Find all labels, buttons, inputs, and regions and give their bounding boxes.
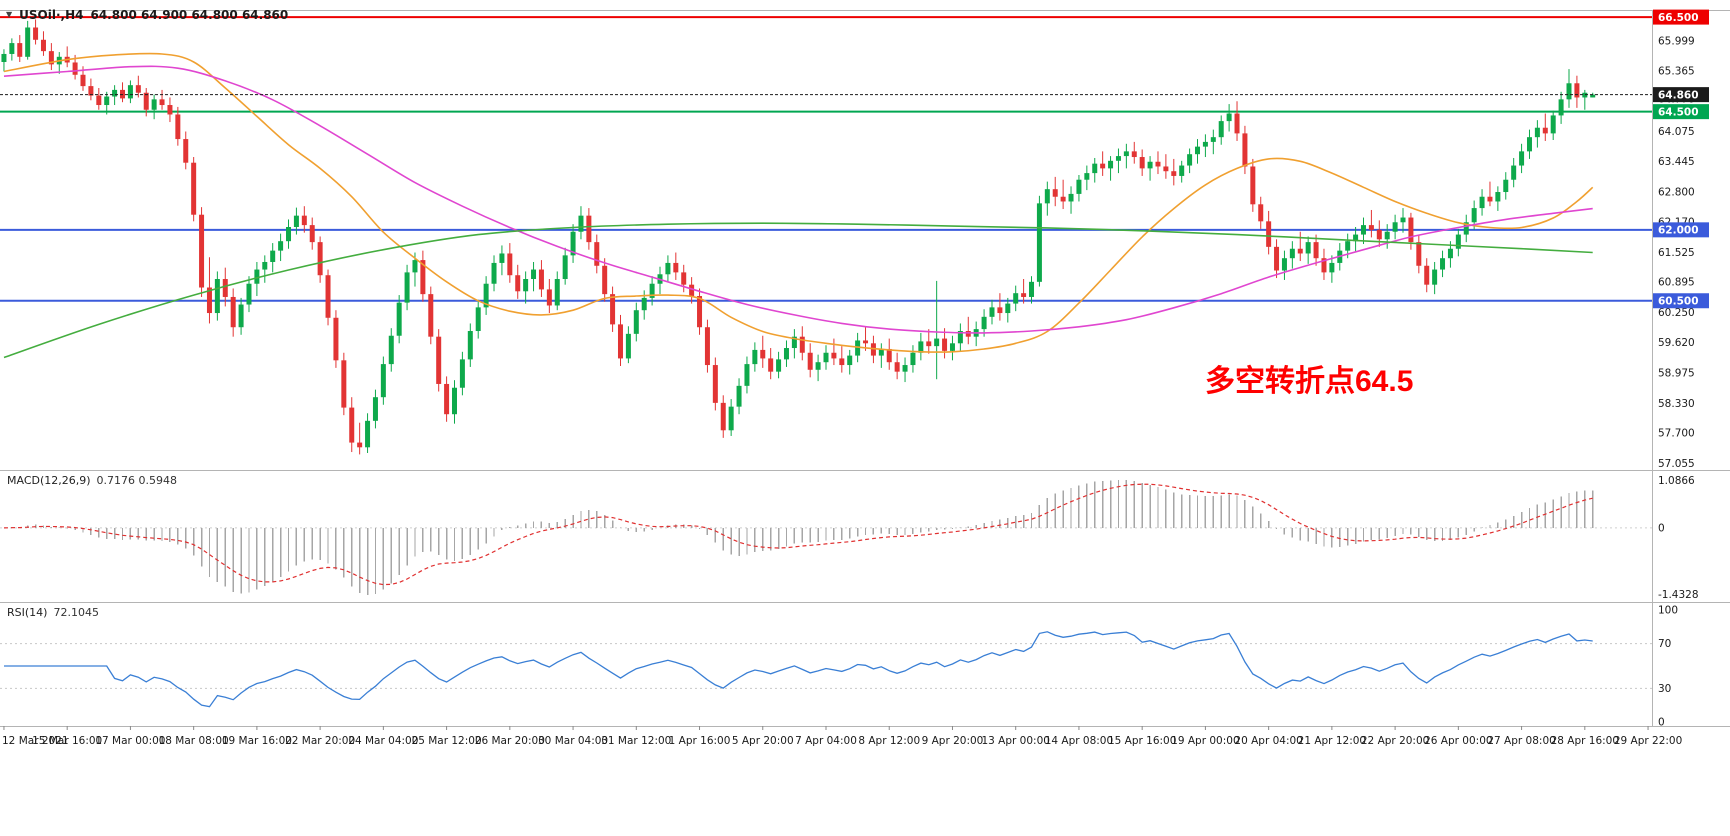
svg-text:31 Mar 12:00: 31 Mar 12:00 [601, 735, 671, 747]
svg-text:60.500: 60.500 [1658, 296, 1699, 308]
svg-text:65.999: 65.999 [1658, 35, 1695, 47]
svg-text:29 Apr 22:00: 29 Apr 22:00 [1614, 735, 1682, 747]
svg-text:22 Mar 20:00: 22 Mar 20:00 [285, 735, 355, 747]
macd-histogram [11, 480, 1594, 595]
svg-text:25 Mar 12:00: 25 Mar 12:00 [412, 735, 482, 747]
macd-indicator-label: MACD(12,26,9) 0.7176 0.5948 [7, 474, 177, 487]
svg-text:100: 100 [1658, 605, 1678, 617]
svg-text:27 Apr 08:00: 27 Apr 08:00 [1487, 735, 1555, 747]
svg-text:30 Mar 04:00: 30 Mar 04:00 [538, 735, 608, 747]
symbol-timeframe-label: USOil·,H4 [19, 8, 84, 22]
ma-fast-orange [3, 52, 1594, 353]
rsi-value: 72.1045 [53, 606, 99, 619]
macd-pane [0, 480, 1652, 595]
price-badges: 66.500 64.500 62.000 60.500 64.860 [1653, 9, 1709, 309]
svg-text:30: 30 [1658, 683, 1671, 695]
svg-text:12 Mar 2021: 12 Mar 2021 [2, 735, 69, 747]
svg-text:65.365: 65.365 [1658, 65, 1695, 77]
svg-text:14 Apr 08:00: 14 Apr 08:00 [1045, 735, 1113, 747]
svg-text:7 Apr 04:00: 7 Apr 04:00 [795, 735, 857, 747]
svg-text:26 Mar 20:00: 26 Mar 20:00 [475, 735, 545, 747]
svg-text:0: 0 [1658, 717, 1665, 729]
macd-name: MACD(12,26,9) [7, 474, 91, 487]
macd-values: 0.7176 0.5948 [96, 474, 178, 487]
macd-scale[interactable]: 1.0866 0 -1.4328 [1658, 475, 1699, 601]
rsi-name: RSI(14) [7, 606, 48, 619]
price-badge-62.000: 62.000 [1653, 222, 1709, 238]
svg-text:60.250: 60.250 [1658, 307, 1695, 319]
ohlc-values: 64.800 64.900 64.800 64.860 [90, 8, 289, 22]
chevron-down-icon[interactable]: ▼ [6, 10, 13, 19]
rsi-indicator-label: RSI(14) 72.1045 [7, 606, 99, 619]
svg-text:24 Mar 04:00: 24 Mar 04:00 [348, 735, 418, 747]
svg-text:20 Apr 04:00: 20 Apr 04:00 [1234, 735, 1302, 747]
svg-text:63.445: 63.445 [1658, 156, 1695, 168]
svg-text:60.895: 60.895 [1658, 277, 1695, 289]
svg-text:15 Apr 16:00: 15 Apr 16:00 [1108, 735, 1176, 747]
svg-text:62.800: 62.800 [1658, 187, 1695, 199]
svg-text:9 Apr 20:00: 9 Apr 20:00 [922, 735, 984, 747]
rsi-line [4, 631, 1593, 708]
price-badge-60.500: 60.500 [1653, 293, 1709, 309]
svg-text:57.055: 57.055 [1658, 458, 1695, 470]
svg-text:28 Apr 16:00: 28 Apr 16:00 [1551, 735, 1619, 747]
svg-text:1.0866: 1.0866 [1658, 475, 1695, 487]
svg-text:66.500: 66.500 [1658, 12, 1699, 24]
svg-text:64.860: 64.860 [1658, 89, 1699, 101]
price-badge-66.500: 66.500 [1653, 9, 1709, 25]
svg-text:57.700: 57.700 [1658, 428, 1695, 440]
price-badge-64.500: 64.500 [1653, 104, 1709, 120]
svg-text:-1.4328: -1.4328 [1658, 589, 1699, 601]
svg-text:18 Mar 08:00: 18 Mar 08:00 [159, 735, 229, 747]
svg-text:22 Apr 20:00: 22 Apr 20:00 [1361, 735, 1429, 747]
svg-text:64.075: 64.075 [1658, 126, 1695, 138]
chart-annotation-text[interactable]: 多空转折点64.5 [1205, 365, 1414, 398]
rsi-scale[interactable]: 100 70 30 0 [1658, 605, 1678, 729]
svg-text:70: 70 [1658, 638, 1671, 650]
svg-text:0: 0 [1658, 522, 1665, 534]
chart-title: ▼ USOil·,H4 64.800 64.900 64.800 64.860 [6, 8, 288, 22]
svg-text:61.525: 61.525 [1658, 247, 1695, 259]
svg-text:58.975: 58.975 [1658, 367, 1695, 379]
svg-text:58.330: 58.330 [1658, 398, 1695, 410]
svg-text:26 Apr 00:00: 26 Apr 00:00 [1424, 735, 1492, 747]
svg-text:5 Apr 20:00: 5 Apr 20:00 [732, 735, 794, 747]
price-badge-64.860: 64.860 [1653, 87, 1709, 103]
svg-text:21 Apr 12:00: 21 Apr 12:00 [1298, 735, 1366, 747]
svg-text:64.500: 64.500 [1658, 106, 1699, 118]
svg-text:17 Mar 00:00: 17 Mar 00:00 [95, 735, 165, 747]
moving-averages [3, 52, 1594, 359]
svg-text:13 Apr 00:00: 13 Apr 00:00 [981, 735, 1049, 747]
ma-mid-magenta [3, 65, 1593, 334]
ma-slow-green [3, 222, 1593, 359]
svg-text:19 Mar 16:00: 19 Mar 16:00 [222, 735, 292, 747]
price-scale[interactable]: 65.99965.36564.77064.07563.44562.80062.1… [1658, 35, 1695, 470]
pane-frames [0, 10, 1730, 727]
rsi-pane [0, 631, 1652, 708]
svg-text:59.620: 59.620 [1658, 337, 1695, 349]
svg-text:1 Apr 16:00: 1 Apr 16:00 [669, 735, 731, 747]
svg-text:15 Mar 16:00: 15 Mar 16:00 [32, 735, 102, 747]
svg-text:62.000: 62.000 [1658, 225, 1699, 237]
svg-text:8 Apr 12:00: 8 Apr 12:00 [858, 735, 920, 747]
price-level-lines[interactable] [0, 16, 1652, 302]
svg-text:19 Apr 00:00: 19 Apr 00:00 [1171, 735, 1239, 747]
macd-signal-line [3, 483, 1593, 586]
